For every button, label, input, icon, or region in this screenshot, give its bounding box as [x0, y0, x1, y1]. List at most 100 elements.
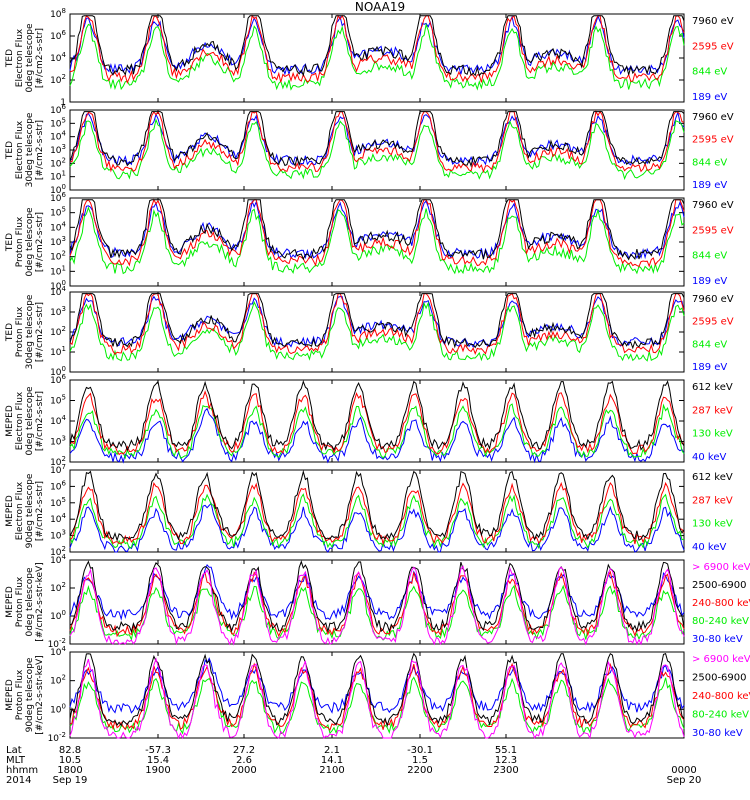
panel-frame: [69, 651, 685, 739]
y-axis-label: TED: [5, 323, 15, 342]
legend-entry: 80-240 keV: [692, 710, 749, 721]
legend-entry: 2500-6900: [692, 580, 747, 591]
legend-entry: 612 keV: [692, 472, 733, 483]
y-axis-label: [#/cm2-s-str]: [35, 212, 45, 272]
y-axis-label: Proton Flux: [15, 306, 25, 357]
x-tick-label-hhmm: 1800: [57, 765, 82, 776]
series--6900-kev: [69, 657, 685, 740]
panel-frame: [69, 469, 685, 553]
y-tick-label: 101: [50, 170, 66, 183]
series-7960-ev: [69, 15, 685, 77]
y-axis-label: [#/cm2-s-str-keV]: [35, 562, 45, 641]
y-tick-label: 103: [50, 235, 66, 248]
y-axis-label: 0deg telescope: [25, 23, 35, 93]
x-tick-label-lat: 82.8: [59, 745, 81, 756]
legend-entry: 240-800 keV: [692, 598, 750, 609]
series-844-ev: [69, 22, 685, 91]
series-2500-6900: [69, 560, 685, 634]
x-tick-label-mlt: 15.4: [147, 755, 169, 766]
y-axis-label: 90deg telescope: [25, 473, 35, 548]
y-axis-label: [#/cm2-s-str]: [35, 391, 45, 451]
series-2595-ev: [69, 198, 685, 268]
y-axis-label: MEPED: [5, 586, 15, 618]
series--6900-kev: [69, 565, 685, 646]
legend-entry: 287 keV: [692, 495, 733, 506]
y-axis-label: 0deg telescope: [25, 567, 35, 637]
y-axis-label: Proton Flux: [15, 669, 25, 720]
series-40-kev: [69, 502, 685, 553]
x-tick-label-hhmm: 2200: [407, 765, 432, 776]
legend-entry: 7960 eV: [692, 294, 734, 305]
x-tick-label-mlt: 10.5: [59, 755, 81, 766]
series-612-kev: [69, 469, 685, 542]
y-axis-label: Proton Flux: [15, 576, 25, 627]
legend-entry: > 6900 keV: [692, 562, 750, 573]
y-tick-label: 104: [50, 220, 66, 233]
legend-entry: 189 eV: [692, 276, 727, 287]
y-tick-label: 10-2: [48, 731, 66, 744]
series-189-ev: [69, 110, 685, 166]
x-tick-label-mlt: 12.3: [495, 755, 517, 766]
series-287-kev: [69, 481, 685, 546]
series-2595-ev: [69, 110, 685, 174]
y-tick-label: 102: [50, 250, 66, 263]
legend-entry: 2595 eV: [692, 225, 734, 236]
series-844-ev: [69, 206, 685, 275]
y-tick-label: 105: [50, 116, 66, 129]
legend-entry: 189 eV: [692, 92, 727, 103]
y-tick-label: 100: [50, 609, 66, 622]
x-tick-label-hhmm: 2100: [319, 765, 344, 776]
legend-entry: 7960 eV: [692, 16, 734, 27]
y-tick-label: 101: [50, 345, 66, 358]
legend-entry: 30-80 keV: [692, 728, 743, 739]
y-tick-label: 105: [50, 394, 66, 407]
legend-entry: 287 keV: [692, 405, 733, 416]
y-tick-label: 105: [50, 206, 66, 219]
y-tick-label: 101: [50, 264, 66, 277]
legend-entry: 80-240 keV: [692, 616, 749, 627]
series-240-800-kev: [69, 570, 685, 638]
y-tick-label: 103: [50, 305, 66, 318]
y-axis-label: TED: [5, 141, 15, 160]
x-tick-label-lat: -57.3: [145, 745, 171, 756]
y-axis-label: 30deg telescope: [25, 294, 35, 369]
y-axis-label: [#/cm2-s-str-keV]: [35, 655, 45, 734]
y-axis-label: [#/cm2-s-str]: [35, 28, 45, 88]
series-844-ev: [69, 300, 685, 362]
series-30-80-kev: [69, 657, 685, 714]
y-tick-label: 102: [50, 73, 66, 86]
legend-entry: 612 keV: [692, 382, 733, 393]
axis-row-label: hhmm: [6, 765, 38, 776]
series-30-80-kev: [69, 563, 685, 621]
y-axis-label: Electron Flux: [15, 391, 25, 450]
x-tick-label-mlt: 2.6: [236, 755, 252, 766]
y-axis-label: MEPED: [5, 679, 15, 711]
legend-entry: 130 keV: [692, 429, 733, 440]
legend-entry: 2595 eV: [692, 41, 734, 52]
legend-entry: 7960 eV: [692, 200, 734, 211]
x-tick-label-hhmm: 2000: [231, 765, 256, 776]
series-7960-ev: [69, 293, 685, 350]
y-tick-label: 105: [50, 496, 66, 509]
x-tick-label-hhmm: 0000: [671, 765, 696, 776]
legend-entry: 189 eV: [692, 362, 727, 373]
series-189-ev: [69, 199, 685, 260]
legend-entry: 7960 eV: [692, 112, 734, 123]
series-2595-ev: [69, 14, 685, 84]
y-tick-label: 103: [50, 435, 66, 448]
y-axis-label: MEPED: [5, 495, 15, 527]
y-axis-label: [#/cm2-s-str]: [35, 302, 45, 362]
legend-entry: 130 keV: [692, 519, 733, 530]
y-tick-label: 100: [50, 702, 66, 715]
y-axis-label: TED: [5, 49, 15, 68]
axis-row-label: MLT: [6, 755, 26, 766]
series-130-kev: [69, 493, 685, 550]
x-tick-label-lat: 27.2: [233, 745, 255, 756]
